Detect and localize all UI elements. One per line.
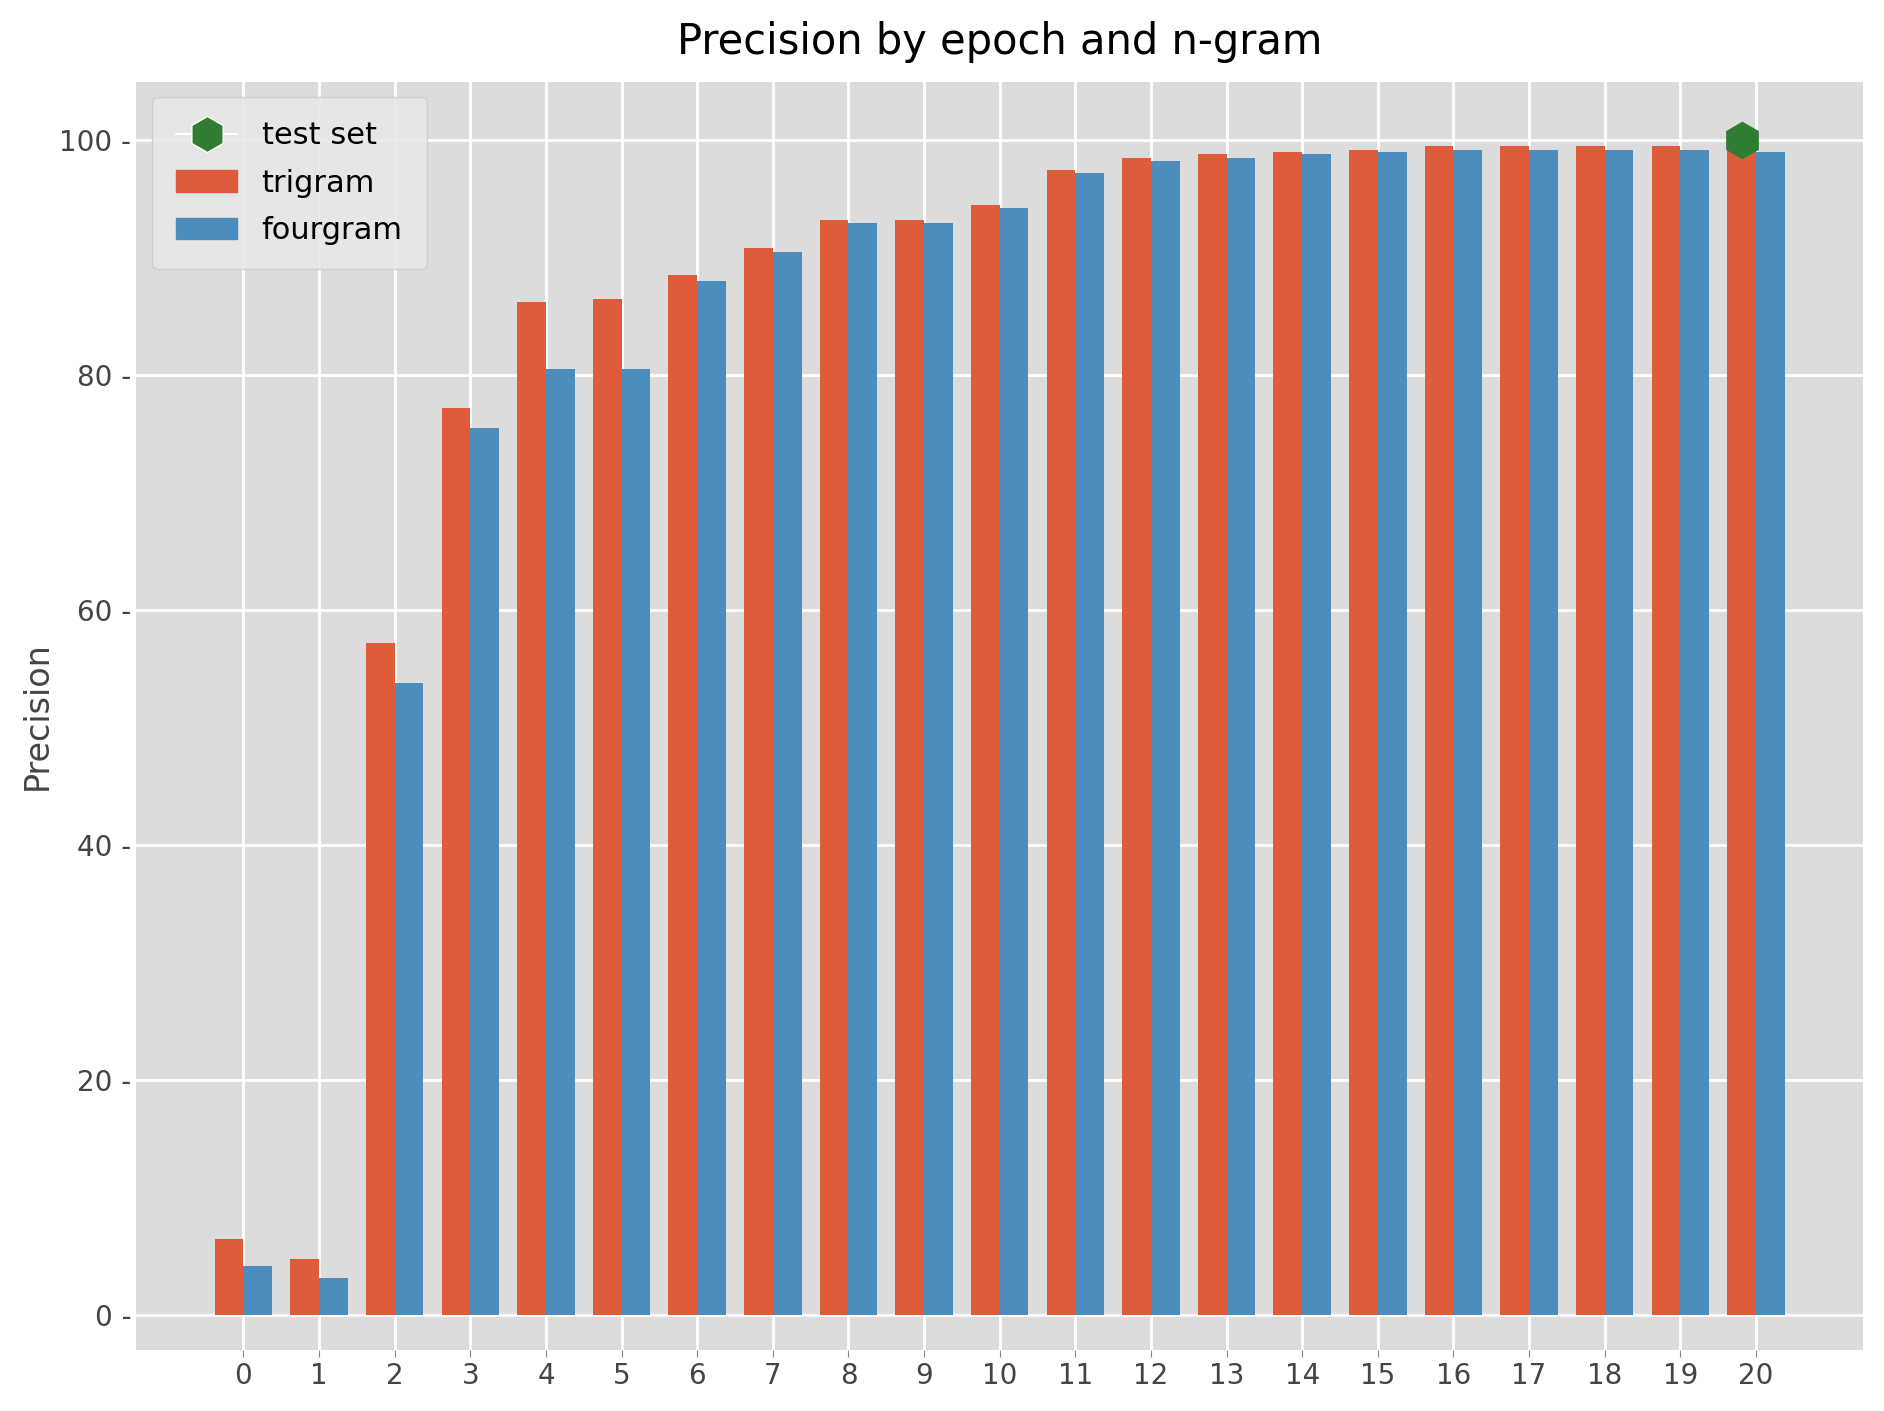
Bar bbox=[1123, 158, 1151, 1315]
Y-axis label: Precision: Precision bbox=[21, 642, 55, 790]
Bar bbox=[1575, 147, 1605, 1315]
Bar bbox=[1377, 152, 1407, 1315]
Bar bbox=[1652, 147, 1681, 1315]
Bar bbox=[318, 1277, 349, 1315]
Bar bbox=[290, 1259, 318, 1315]
Bar bbox=[970, 205, 1000, 1315]
Bar bbox=[215, 1239, 243, 1315]
Bar bbox=[1605, 150, 1633, 1315]
Bar bbox=[546, 370, 575, 1315]
Bar bbox=[772, 253, 801, 1315]
Bar bbox=[744, 248, 772, 1315]
Bar bbox=[518, 302, 546, 1315]
Bar bbox=[1151, 161, 1179, 1315]
Bar bbox=[1349, 150, 1377, 1315]
Bar bbox=[1048, 169, 1076, 1315]
Bar bbox=[1453, 150, 1483, 1315]
Bar bbox=[396, 683, 424, 1315]
Bar bbox=[1500, 147, 1530, 1315]
Bar bbox=[441, 408, 471, 1315]
Bar bbox=[1681, 150, 1709, 1315]
Title: Precision by epoch and n-gram: Precision by epoch and n-gram bbox=[676, 21, 1323, 63]
Bar bbox=[1302, 154, 1330, 1315]
Bar bbox=[365, 643, 396, 1315]
Bar bbox=[1000, 209, 1029, 1315]
Bar bbox=[622, 370, 650, 1315]
Bar bbox=[1728, 150, 1756, 1315]
Legend: test set, trigram, fourgram: test set, trigram, fourgram bbox=[151, 97, 428, 270]
Bar bbox=[471, 428, 499, 1315]
Bar bbox=[1530, 150, 1558, 1315]
Bar bbox=[820, 220, 848, 1315]
Bar bbox=[848, 223, 878, 1315]
Bar bbox=[593, 299, 622, 1315]
Bar bbox=[895, 220, 923, 1315]
Bar bbox=[243, 1266, 271, 1315]
Bar bbox=[1274, 152, 1302, 1315]
Bar bbox=[669, 275, 697, 1315]
Bar bbox=[697, 281, 725, 1315]
Bar bbox=[1076, 174, 1104, 1315]
Bar bbox=[1424, 147, 1453, 1315]
Bar bbox=[1198, 154, 1226, 1315]
Bar bbox=[1226, 158, 1255, 1315]
Bar bbox=[923, 223, 953, 1315]
Bar bbox=[1756, 152, 1784, 1315]
